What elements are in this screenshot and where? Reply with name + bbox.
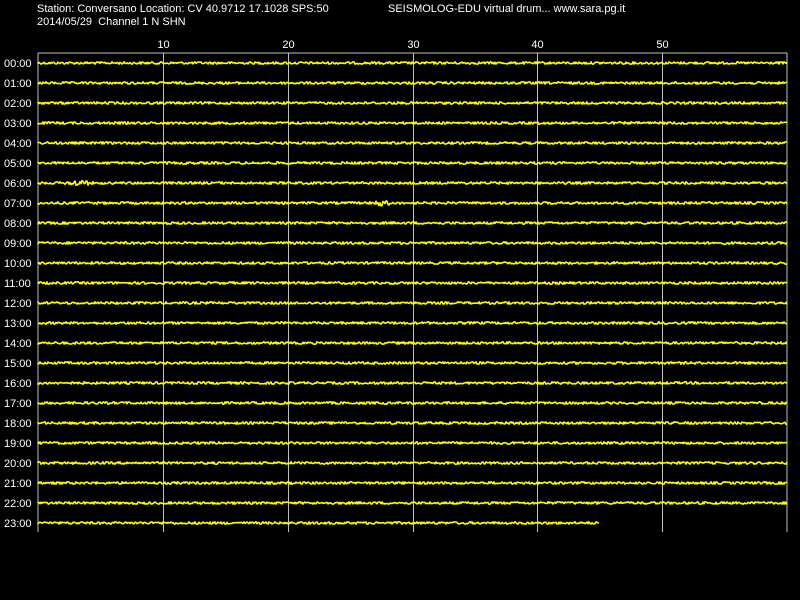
trace-row-1600 — [38, 382, 787, 384]
hour-label-1400: 14:00 — [4, 338, 32, 350]
hour-label-1200: 12:00 — [4, 298, 32, 310]
trace-row-1200 — [38, 302, 787, 304]
x-tick-label-30: 30 — [407, 39, 419, 51]
trace-row-0300 — [38, 122, 787, 124]
trace-row-1000 — [38, 262, 787, 264]
trace-row-2100 — [38, 482, 787, 484]
x-tick-label-40: 40 — [531, 39, 543, 51]
chart-grid — [38, 53, 787, 532]
hour-label-0200: 02:00 — [4, 98, 32, 110]
x-tick-label-20: 20 — [282, 39, 294, 51]
trace-row-2300 — [38, 522, 599, 524]
hour-label-1300: 13:00 — [4, 318, 32, 330]
hour-label-1500: 15:00 — [4, 358, 32, 370]
trace-row-0400 — [38, 142, 787, 144]
hour-label-0600: 06:00 — [4, 178, 32, 190]
trace-row-1500 — [38, 362, 787, 364]
trace-row-1800 — [38, 422, 787, 424]
hour-label-2200: 22:00 — [4, 498, 32, 510]
hour-label-1000: 10:00 — [4, 258, 32, 270]
x-axis-ticks: 10 20 30 40 50 — [157, 39, 668, 51]
trace-row-1400 — [38, 342, 787, 344]
hour-label-2100: 21:00 — [4, 478, 32, 490]
hour-label-0500: 05:00 — [4, 158, 32, 170]
hour-label-0700: 07:00 — [4, 198, 32, 210]
trace-row-1900 — [38, 442, 787, 444]
hour-label-1900: 19:00 — [4, 438, 32, 450]
x-tick-label-50: 50 — [656, 39, 668, 51]
hour-label-2300: 23:00 — [4, 518, 32, 530]
hour-label-0900: 09:00 — [4, 238, 32, 250]
hour-label-0300: 03:00 — [4, 118, 32, 130]
trace-row-0600 — [38, 181, 787, 185]
seismic-traces — [38, 62, 787, 524]
trace-row-2000 — [38, 462, 787, 464]
trace-row-0000 — [38, 62, 787, 64]
hour-label-1600: 16:00 — [4, 378, 32, 390]
trace-row-1100 — [38, 282, 787, 284]
trace-row-0200 — [38, 102, 787, 104]
trace-row-0100 — [38, 82, 787, 84]
hour-labels: 00:00 01:00 02:00 03:00 04:00 05:00 06:00 07:00… — [4, 58, 32, 530]
hour-label-0000: 00:00 — [4, 58, 32, 70]
trace-row-0800 — [38, 222, 787, 224]
trace-row-1700 — [38, 402, 787, 404]
hour-label-2000: 20:00 — [4, 458, 32, 470]
hour-label-0400: 04:00 — [4, 138, 32, 150]
hour-label-0100: 01:00 — [4, 78, 32, 90]
trace-row-0700 — [38, 201, 787, 206]
trace-row-2200 — [38, 502, 787, 504]
hour-label-0800: 08:00 — [4, 218, 32, 230]
hour-label-1800: 18:00 — [4, 418, 32, 430]
hour-label-1700: 17:00 — [4, 398, 32, 410]
trace-row-0500 — [38, 162, 787, 164]
hour-label-1100: 11:00 — [4, 278, 31, 290]
trace-row-0900 — [38, 242, 787, 244]
trace-row-1300 — [38, 322, 787, 324]
x-tick-label-10: 10 — [157, 39, 169, 51]
